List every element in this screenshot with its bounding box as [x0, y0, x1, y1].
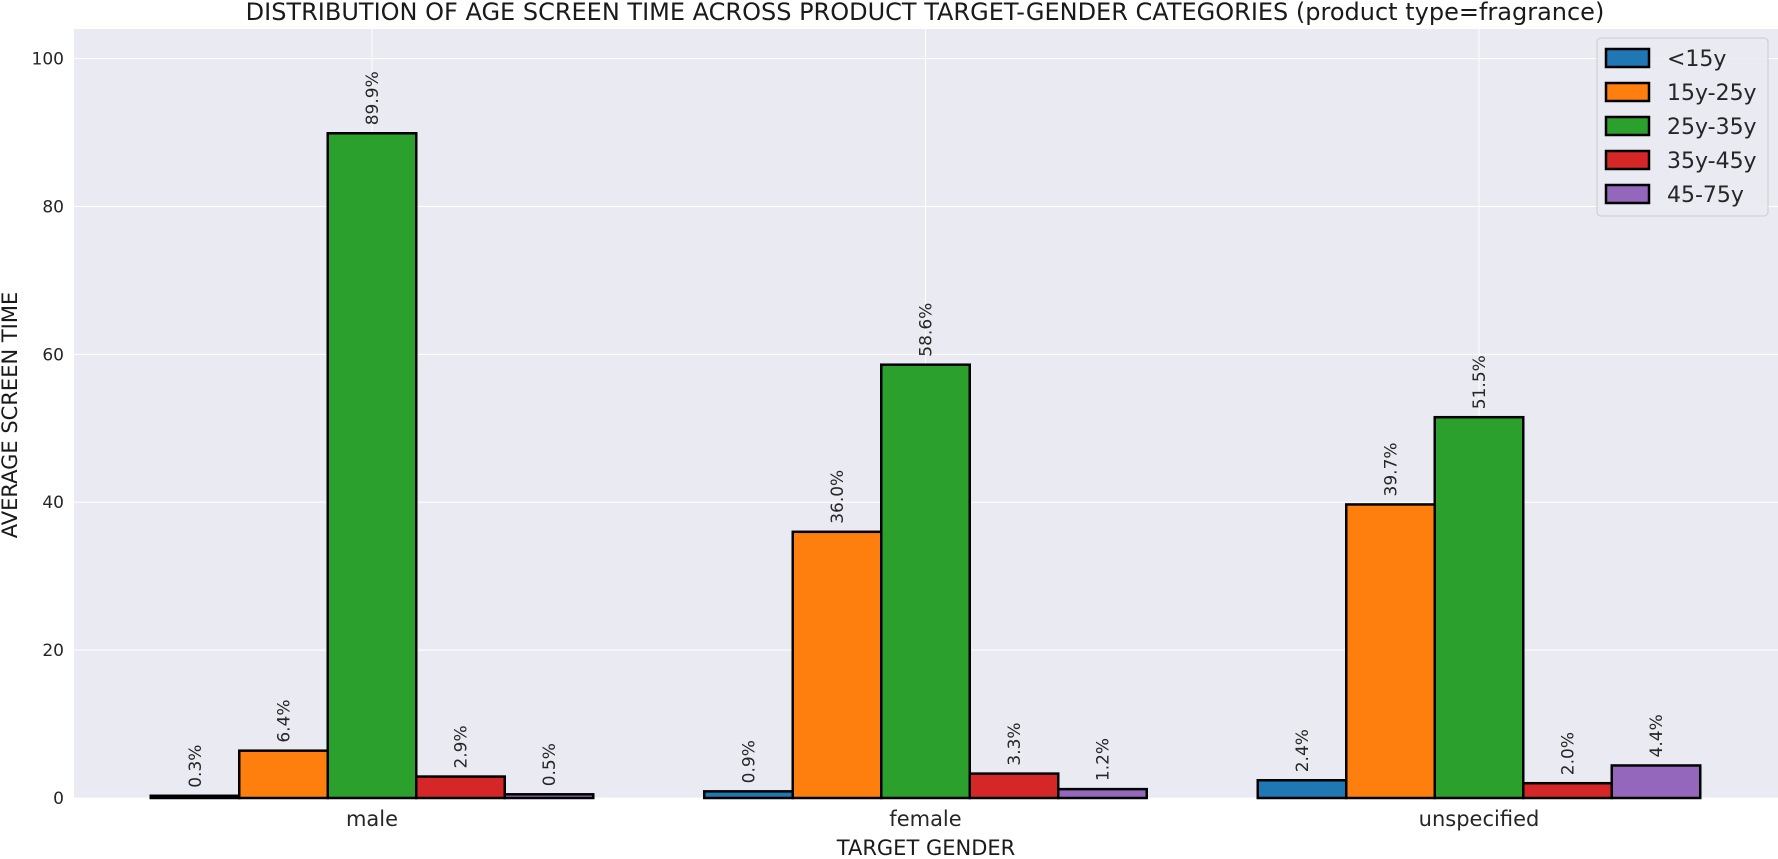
legend-label: 35y-45y	[1667, 149, 1757, 174]
bar-female-2	[880, 363, 971, 800]
chart-title: DISTRIBUTION OF AGE SCREEN TIME ACROSS P…	[246, 0, 1605, 26]
y-tick-label: 40	[42, 493, 64, 513]
bar-female-4	[1057, 787, 1148, 800]
data-labels: 0.3% 0.9% 2.4% 6.4% 36.0% 39.7% 89.9% 58.6% 51.5…	[186, 71, 1667, 788]
bar-unspecified-2	[1433, 415, 1525, 800]
bar-value-label: 51.5%	[1470, 355, 1490, 409]
bar-value-label: 2.9%	[452, 725, 472, 768]
bar-unspecified-4	[1610, 764, 1702, 800]
bar-male-2	[326, 132, 418, 800]
legend-swatch	[1604, 149, 1651, 171]
bar-male-3	[415, 775, 506, 800]
bar-value-label: 0.5%	[540, 743, 560, 786]
legend-label: 25y-35y	[1667, 115, 1757, 140]
bar-female-1	[791, 530, 883, 800]
legend-label: 15y-25y	[1667, 81, 1757, 106]
y-tick-label: 20	[42, 641, 64, 661]
bar-value-label: 39.7%	[1382, 442, 1402, 496]
bar-value-label: 4.4%	[1647, 714, 1667, 757]
bar-value-label: 2.0%	[1559, 732, 1579, 775]
bar-value-label: 6.4%	[275, 699, 295, 742]
bars	[149, 132, 1702, 800]
bar-value-label: 89.9%	[363, 71, 383, 125]
bar-female-0	[703, 790, 794, 800]
y-axis-title: AVERAGE SCREEN TIME	[0, 292, 22, 539]
legend: <15y 15y-25y 25y-35y 35y-45y 45-75y	[1596, 37, 1769, 217]
bar-value-label: 0.3%	[186, 745, 206, 788]
x-tick-label: female	[889, 807, 961, 831]
y-tick-label: 80	[42, 197, 64, 217]
bar-value-label: 3.3%	[1005, 722, 1025, 765]
y-tick-label: 60	[42, 345, 64, 365]
bar-value-label: 36.0%	[828, 470, 848, 524]
bar-male-4	[503, 793, 595, 800]
legend-label: <15y	[1667, 47, 1726, 72]
bar-unspecified-0	[1256, 779, 1348, 800]
x-tick-label: male	[346, 807, 398, 831]
y-tick-label: 100	[32, 50, 64, 70]
bar-value-label: 58.6%	[917, 303, 937, 357]
y-tick-label: 0	[53, 789, 64, 809]
legend-label: 45-75y	[1667, 183, 1744, 208]
y-axis-ticks: 0 20 40 60 80 100	[32, 50, 64, 809]
bar-male-1	[238, 749, 329, 800]
bar-value-label: 2.4%	[1293, 729, 1313, 772]
bar-female-3	[968, 772, 1060, 800]
legend-swatch	[1604, 47, 1651, 69]
legend-swatch	[1604, 81, 1651, 103]
legend-swatch	[1604, 115, 1651, 137]
bar-unspecified-1	[1345, 503, 1436, 800]
x-tick-label: unspecified	[1419, 807, 1540, 831]
bar-value-label: 0.9%	[740, 740, 760, 783]
x-axis-ticks: male female unspecified	[346, 807, 1539, 831]
bar-unspecified-3	[1522, 781, 1613, 800]
bar-male-0	[149, 794, 241, 800]
bar-value-label: 1.2%	[1094, 738, 1114, 781]
legend-swatch	[1604, 183, 1651, 205]
x-axis-title: TARGET GENDER	[836, 836, 1015, 859]
